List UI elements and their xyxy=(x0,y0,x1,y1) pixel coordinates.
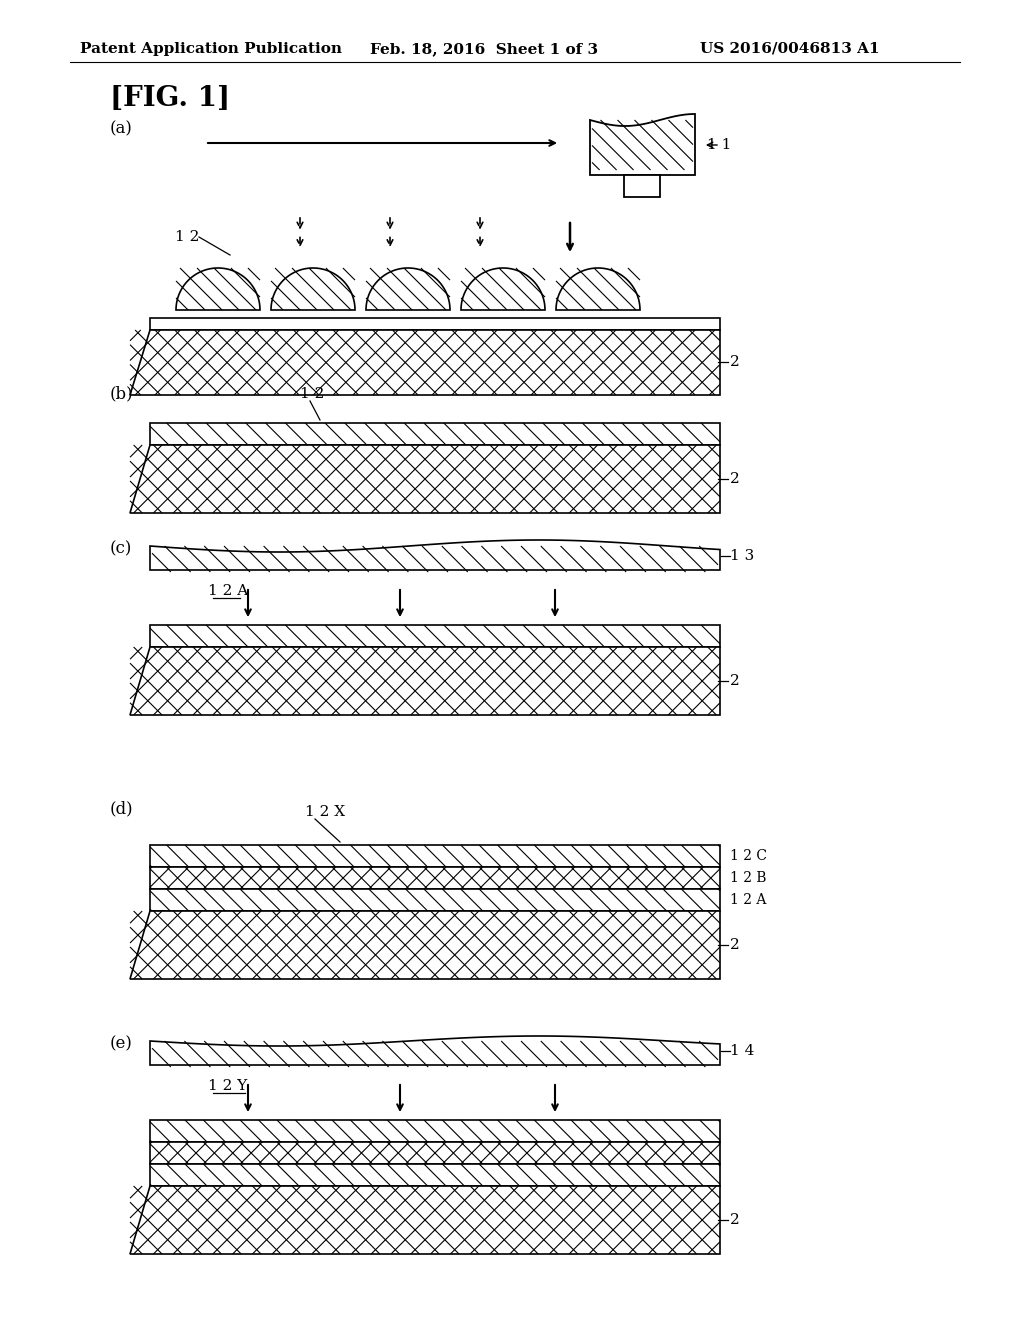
Text: [FIG. 1]: [FIG. 1] xyxy=(110,84,230,112)
Polygon shape xyxy=(461,268,545,310)
Text: 1 2 A: 1 2 A xyxy=(730,894,766,907)
Text: 1 2 C: 1 2 C xyxy=(730,849,767,863)
Text: 1 2 X: 1 2 X xyxy=(305,805,345,818)
Text: Patent Application Publication: Patent Application Publication xyxy=(80,42,342,55)
Text: 1 2: 1 2 xyxy=(300,387,325,401)
Polygon shape xyxy=(271,268,355,310)
Bar xyxy=(150,1164,720,1185)
Text: (a): (a) xyxy=(110,120,133,137)
Text: 1 1: 1 1 xyxy=(707,139,731,152)
Bar xyxy=(150,422,720,445)
Text: 2: 2 xyxy=(730,939,739,952)
Text: 1 4: 1 4 xyxy=(730,1044,755,1059)
Polygon shape xyxy=(176,268,260,310)
Bar xyxy=(150,888,720,911)
Text: 2: 2 xyxy=(730,355,739,370)
Polygon shape xyxy=(150,1036,720,1065)
Text: (d): (d) xyxy=(110,800,133,817)
Bar xyxy=(150,624,720,647)
Bar xyxy=(150,867,720,888)
Text: 2: 2 xyxy=(730,675,739,688)
Polygon shape xyxy=(130,1185,720,1254)
Text: (c): (c) xyxy=(110,540,132,557)
Bar xyxy=(150,318,720,330)
Text: 1 2 A: 1 2 A xyxy=(208,583,248,598)
Text: 2: 2 xyxy=(730,1213,739,1228)
Text: (b): (b) xyxy=(110,385,133,403)
Polygon shape xyxy=(366,268,450,310)
Polygon shape xyxy=(130,911,720,979)
Polygon shape xyxy=(150,540,720,570)
Bar xyxy=(150,1142,720,1164)
Text: (e): (e) xyxy=(110,1035,133,1052)
Polygon shape xyxy=(556,268,640,310)
Polygon shape xyxy=(130,330,720,395)
Polygon shape xyxy=(590,114,695,176)
Polygon shape xyxy=(130,647,720,715)
Bar xyxy=(150,845,720,867)
Text: 1 2 B: 1 2 B xyxy=(730,871,767,884)
Text: 1 2: 1 2 xyxy=(175,230,200,244)
Text: US 2016/0046813 A1: US 2016/0046813 A1 xyxy=(700,42,880,55)
Text: 1 2 Y: 1 2 Y xyxy=(208,1078,247,1093)
Polygon shape xyxy=(130,445,720,513)
Text: Feb. 18, 2016  Sheet 1 of 3: Feb. 18, 2016 Sheet 1 of 3 xyxy=(370,42,598,55)
Text: 2: 2 xyxy=(730,473,739,486)
Bar xyxy=(150,1119,720,1142)
Bar xyxy=(624,176,660,197)
Text: 1 3: 1 3 xyxy=(730,549,755,564)
